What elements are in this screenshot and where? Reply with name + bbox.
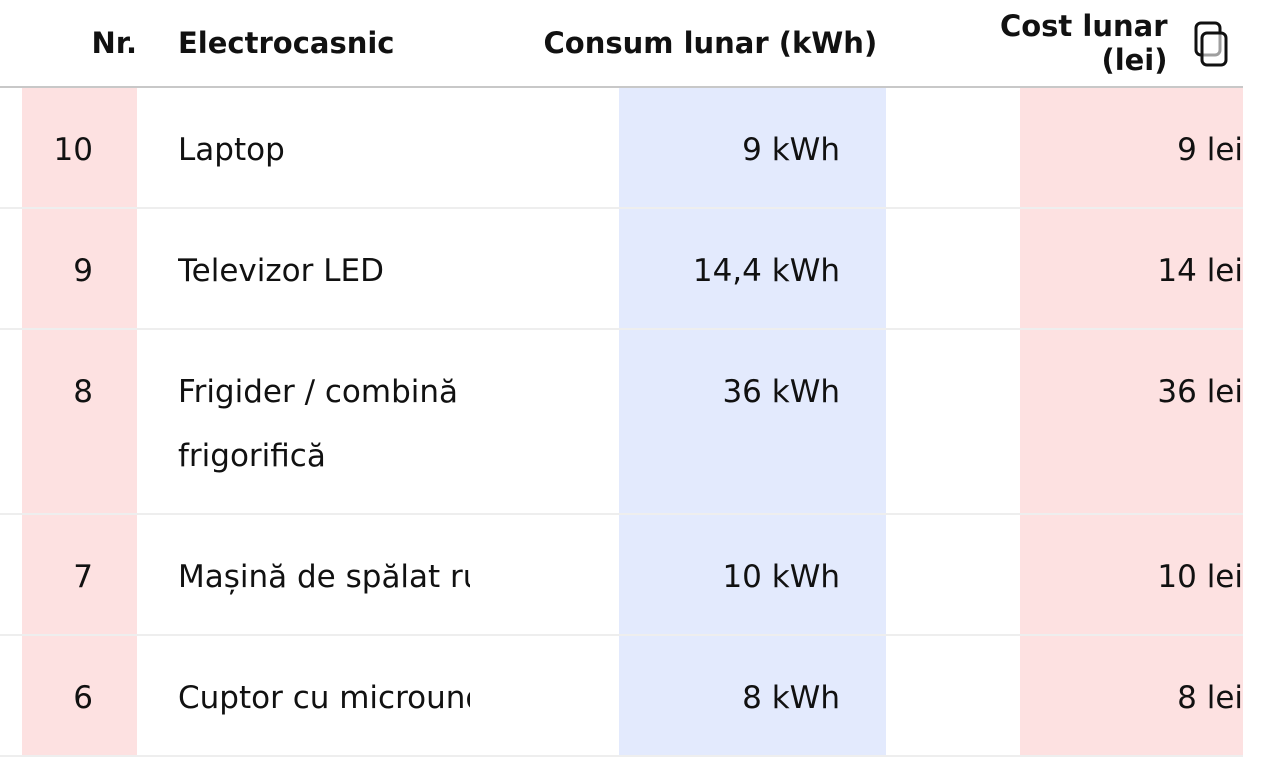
copy-icon[interactable]	[1192, 20, 1230, 70]
cost-cell: 10 lei	[1020, 515, 1243, 634]
consumption-cell: 9 kWh	[619, 88, 886, 207]
cost-cell: 8 lei	[1020, 636, 1243, 755]
consumption-cell: 10 kWh	[619, 515, 886, 634]
cost-cell: 9 lei	[1020, 88, 1243, 207]
table-row: 7 Mașină de spălat rufe 10 kWh 10 lei	[0, 515, 1243, 636]
page: Nr. Electrocasnic Consum lunar (kWh) Cost l…	[0, 0, 1243, 757]
appliance-name: Frigider / combină frigorifică	[178, 374, 459, 474]
number-cell: 8	[22, 330, 137, 513]
appliance-name: Laptop	[178, 132, 285, 168]
header-cell[interactable]: Nr.	[91, 26, 137, 60]
header-cell[interactable]: Cost lunar (lei)	[999, 9, 1168, 77]
number-cell: 10	[22, 88, 137, 207]
appliance-cell: Laptop	[178, 88, 470, 207]
number-cell: 9	[22, 209, 137, 328]
header-cell[interactable]: Electrocasnic	[178, 26, 395, 60]
appliance-cell: Mașină de spălat rufe	[178, 515, 470, 634]
consumption-cell: 8 kWh	[619, 636, 886, 755]
table-row: 10 Laptop 9 kWh 9 lei	[0, 88, 1243, 209]
cost-cell: 14 lei	[1020, 209, 1243, 328]
appliance-cell: Frigider / combină frigorifică	[178, 330, 470, 513]
number-cell: 6	[22, 636, 137, 755]
header-cell[interactable]: Consum lunar (kWh)	[543, 26, 878, 60]
appliance-cell: Televizor LED	[178, 209, 470, 328]
consumption-cell: 14,4 kWh	[619, 209, 886, 328]
header-text: Electrocasnic	[178, 26, 395, 60]
appliance-cell: Cuptor cu microunde	[178, 636, 470, 755]
appliance-name: Televizor LED	[178, 253, 384, 289]
appliance-name: Mașină de spălat rufe	[178, 559, 470, 595]
table-row: 8 Frigider / combină frigorifică 36 kWh 36 …	[0, 330, 1243, 515]
number-cell: 7	[22, 515, 137, 634]
header-row: Nr. Electrocasnic Consum lunar (kWh) Cost l…	[0, 0, 1243, 88]
table-row: 6 Cuptor cu microunde 8 kWh 8 lei	[0, 636, 1243, 757]
cost-cell: 36 lei	[1020, 330, 1243, 513]
table-row: 9 Televizor LED 14,4 kWh 14 lei	[0, 209, 1243, 330]
consumption-cell: 36 kWh	[619, 330, 886, 513]
appliance-name: Cuptor cu microunde	[178, 680, 470, 716]
